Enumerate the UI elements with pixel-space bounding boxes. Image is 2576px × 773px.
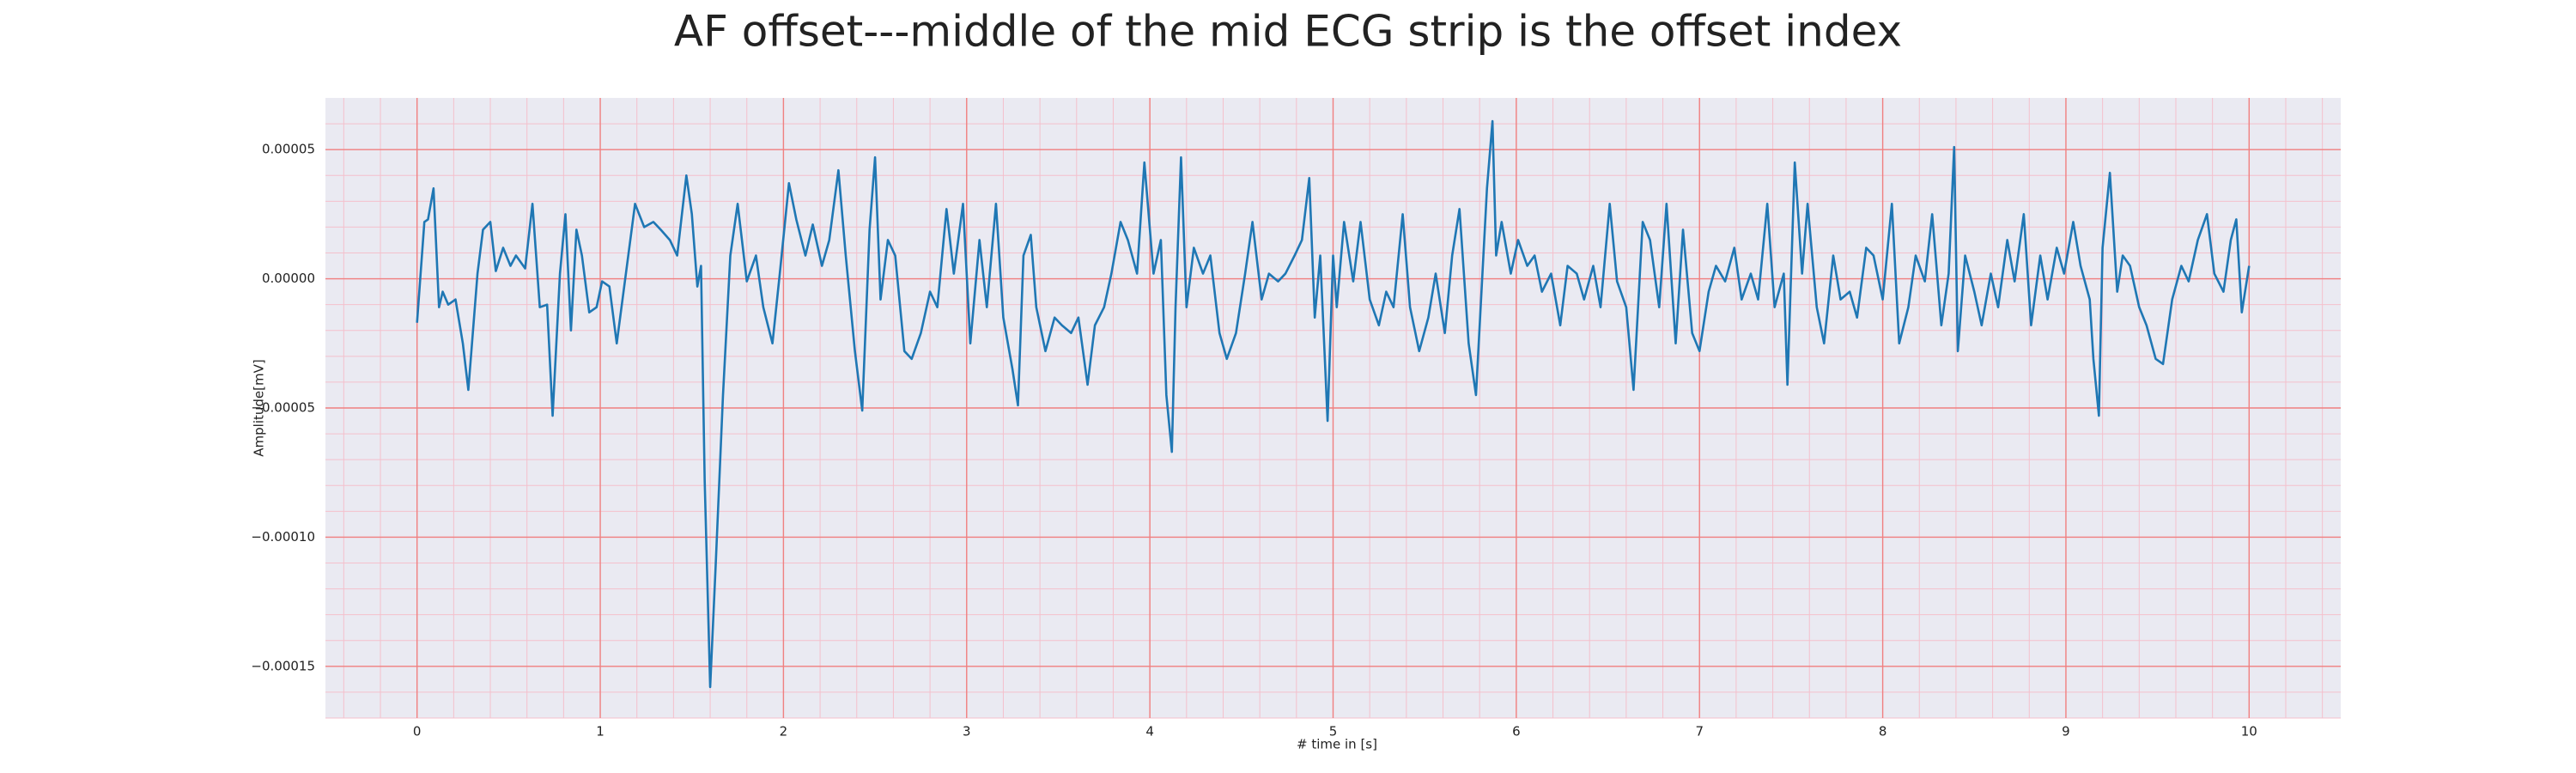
x-tick-label: 2 xyxy=(780,724,788,740)
y-tick-label: −0.00005 xyxy=(251,400,315,416)
ecg-line xyxy=(416,119,2251,689)
y-tick-label: −0.00015 xyxy=(251,658,315,673)
y-tick-label: 0.00000 xyxy=(262,271,315,286)
x-tick-label: 10 xyxy=(2241,724,2257,740)
x-tick-label: 4 xyxy=(1145,724,1154,740)
x-tick-label: 8 xyxy=(1879,724,1887,740)
y-tick-label: 0.00005 xyxy=(262,142,315,157)
y-axis-label: Amplitude[mV] xyxy=(252,359,267,456)
x-tick-label: 7 xyxy=(1695,724,1704,740)
chart-title: AF offset---middle of the mid ECG strip … xyxy=(674,7,1902,57)
x-tick-label: 1 xyxy=(596,724,605,740)
x-tick-label: 6 xyxy=(1512,724,1521,740)
x-axis-label: # time in [s] xyxy=(1297,737,1377,752)
x-tick-label: 9 xyxy=(2062,724,2070,740)
y-tick-label: −0.00010 xyxy=(251,529,315,545)
x-tick-label: 3 xyxy=(963,724,971,740)
x-tick-label: 0 xyxy=(413,724,422,740)
x-tick-label: 5 xyxy=(1329,724,1338,740)
